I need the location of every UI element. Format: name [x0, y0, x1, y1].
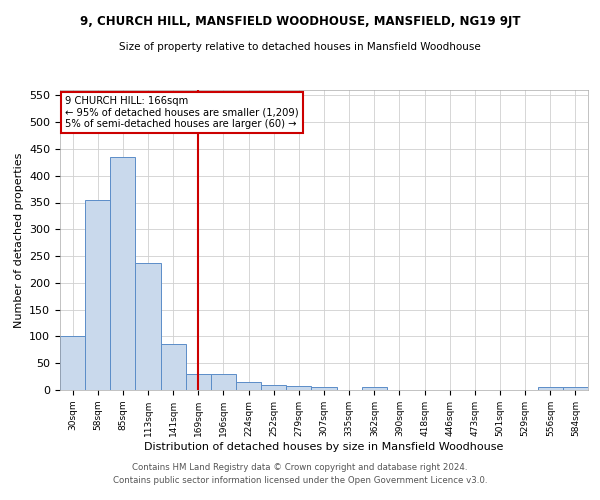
Text: 9 CHURCH HILL: 166sqm
← 95% of detached houses are smaller (1,209)
5% of semi-de: 9 CHURCH HILL: 166sqm ← 95% of detached …	[65, 96, 299, 129]
Bar	[161, 344, 186, 390]
Text: Contains HM Land Registry data © Crown copyright and database right 2024.
Contai: Contains HM Land Registry data © Crown c…	[113, 464, 487, 485]
Bar	[286, 386, 311, 390]
Bar	[186, 374, 211, 390]
Bar	[261, 385, 286, 390]
Bar	[311, 388, 337, 390]
Bar	[362, 388, 387, 390]
Text: Size of property relative to detached houses in Mansfield Woodhouse: Size of property relative to detached ho…	[119, 42, 481, 52]
Bar	[563, 388, 588, 390]
Bar	[110, 157, 136, 390]
Bar	[136, 262, 161, 390]
Bar	[211, 374, 236, 390]
Y-axis label: Number of detached properties: Number of detached properties	[14, 152, 23, 328]
Bar	[60, 336, 85, 390]
Bar	[538, 388, 563, 390]
Text: 9, CHURCH HILL, MANSFIELD WOODHOUSE, MANSFIELD, NG19 9JT: 9, CHURCH HILL, MANSFIELD WOODHOUSE, MAN…	[80, 15, 520, 28]
X-axis label: Distribution of detached houses by size in Mansfield Woodhouse: Distribution of detached houses by size …	[145, 442, 503, 452]
Bar	[236, 382, 261, 390]
Bar	[85, 200, 110, 390]
